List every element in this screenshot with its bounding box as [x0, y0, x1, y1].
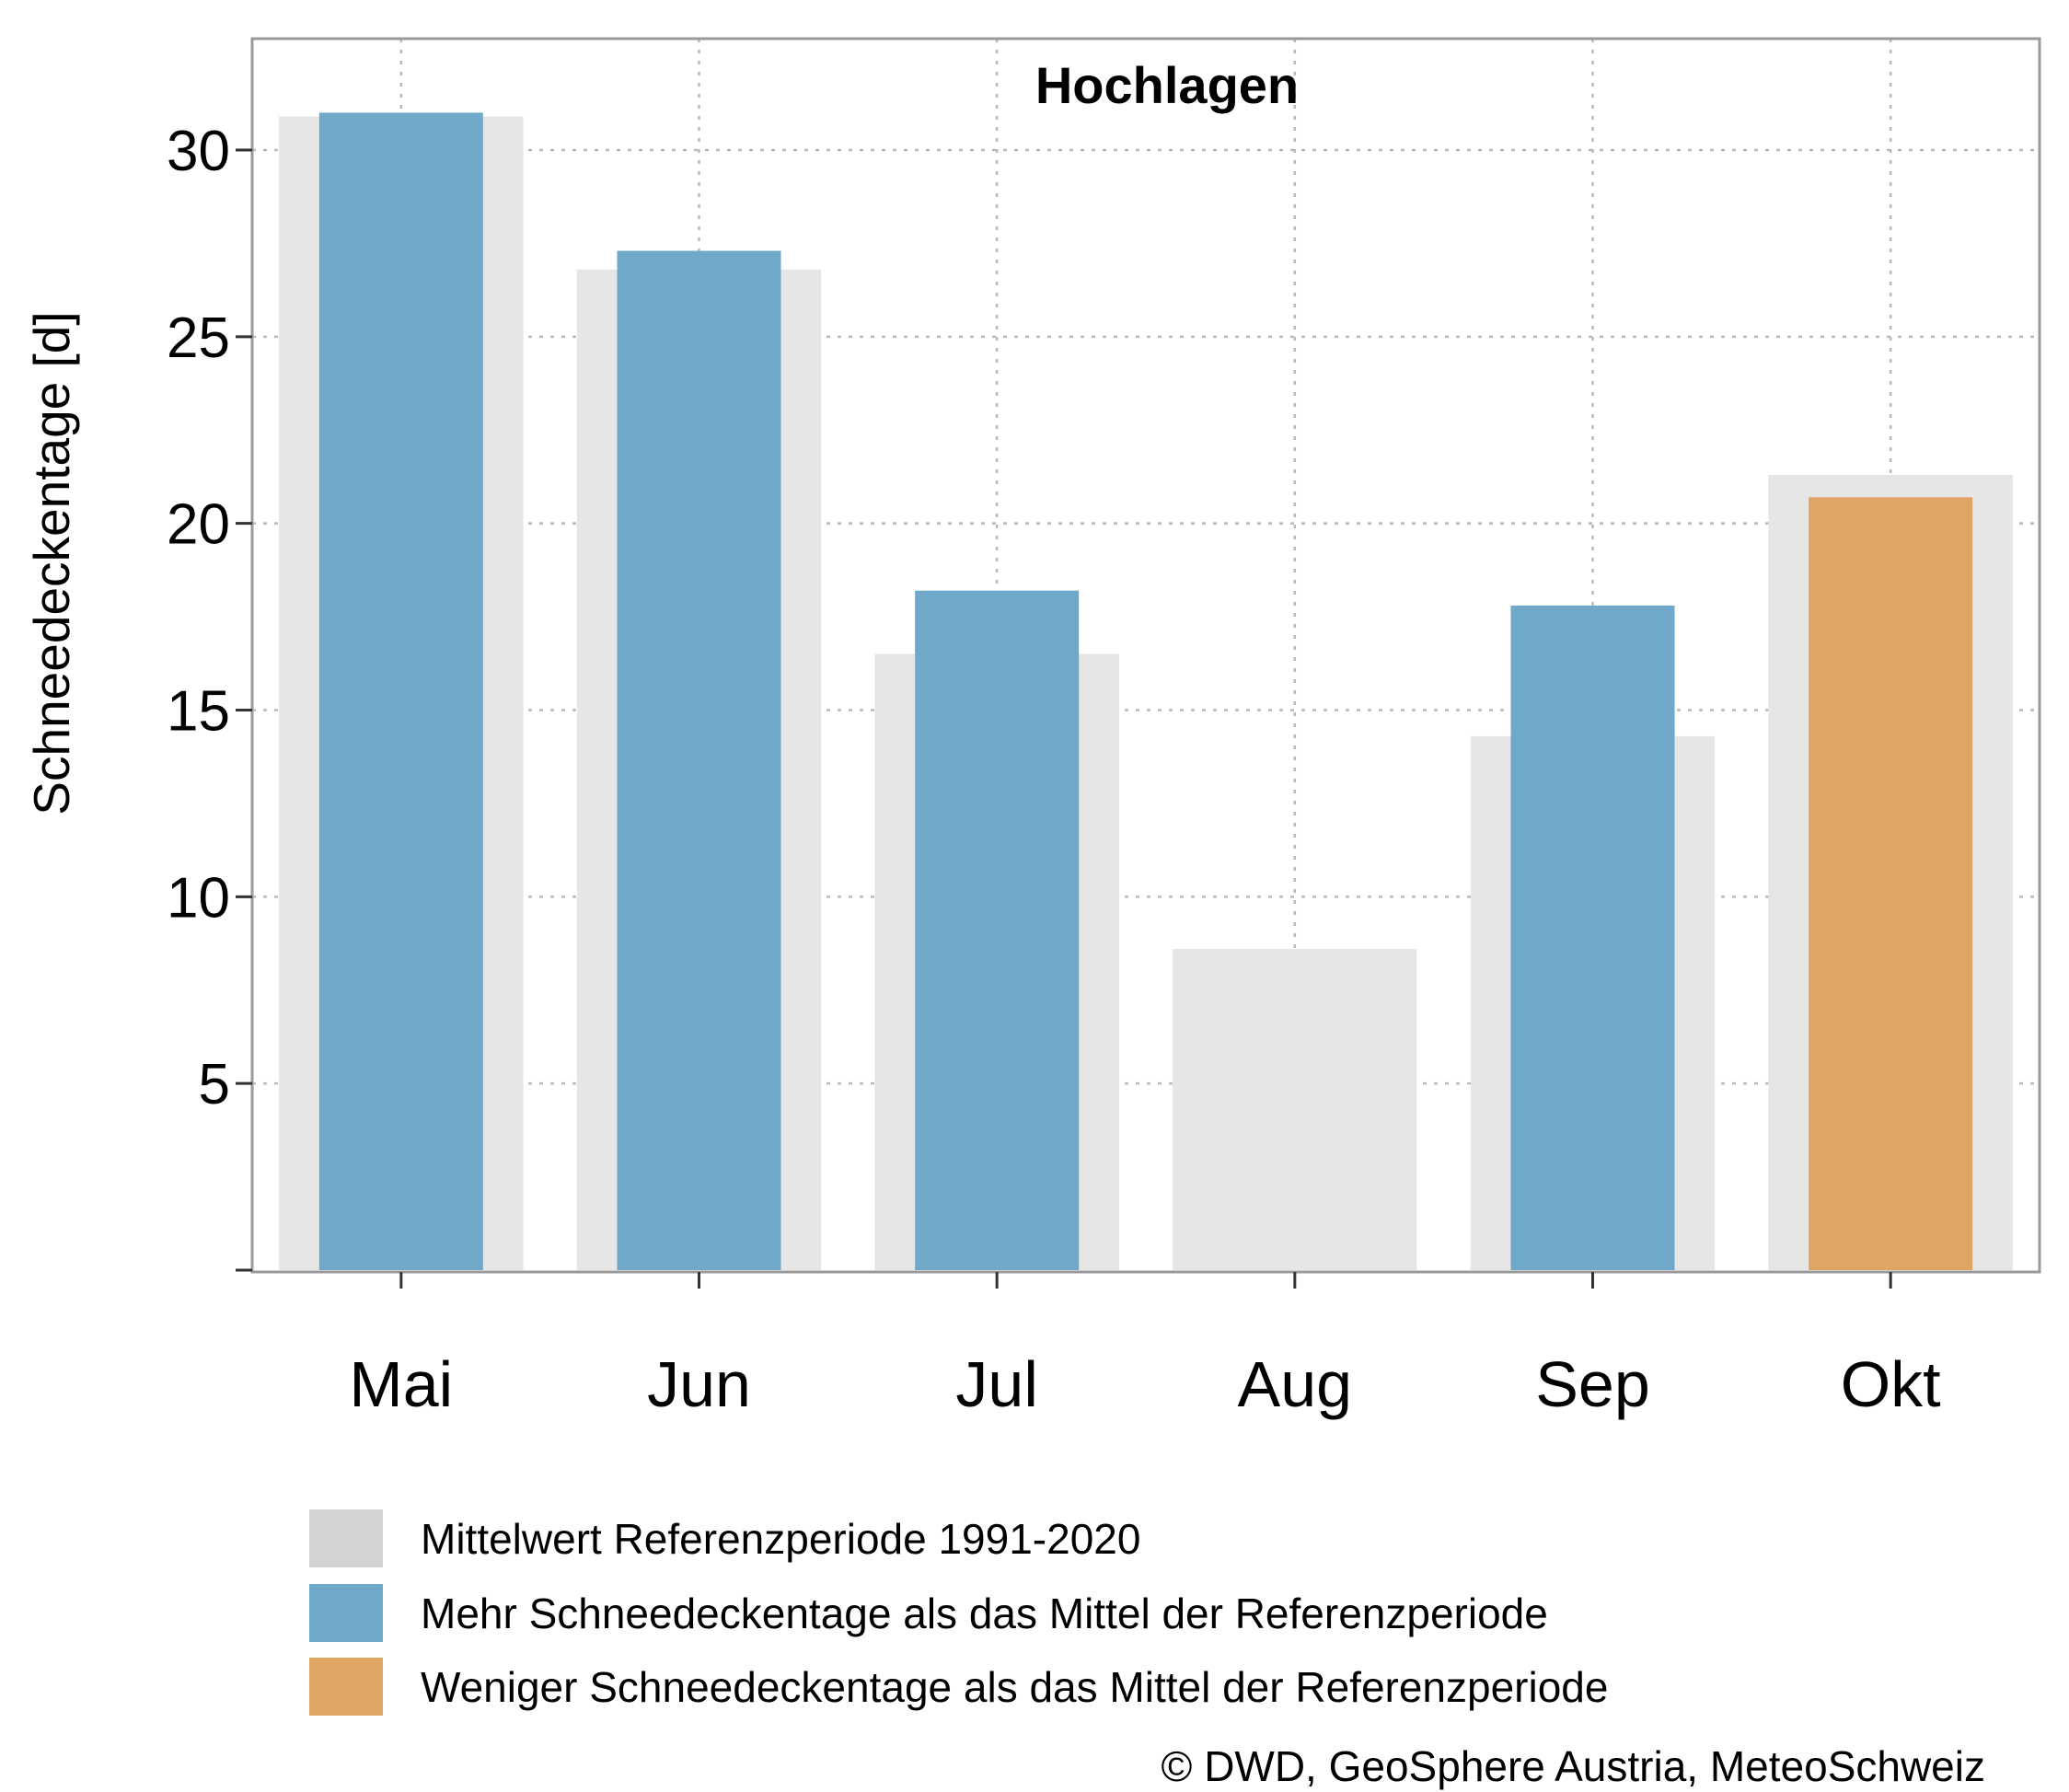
- value-bar-jun: [617, 250, 781, 1270]
- legend-swatch: [309, 1658, 383, 1716]
- y-tick-label: 20: [167, 493, 230, 557]
- legend-swatch: [309, 1584, 383, 1642]
- x-tick-label: Jun: [647, 1348, 751, 1420]
- legend-label: Mehr Schneedeckentage als das Mittel der…: [421, 1590, 1548, 1637]
- y-tick-label: 25: [167, 306, 230, 370]
- legend: Mittelwert Referenzperiode 1991-2020 Mehr…: [309, 1509, 1608, 1716]
- axes: 5 10 15 20 25 30 Mai Jun Jul Aug Sep Okt: [167, 120, 1941, 1420]
- chart-title: Hochlagen: [1035, 56, 1299, 114]
- legend-label: Weniger Schneedeckentage als das Mittel …: [421, 1663, 1608, 1711]
- legend-swatch: [309, 1509, 383, 1567]
- x-tick-label: Okt: [1841, 1348, 1941, 1420]
- x-tick-label: Sep: [1535, 1348, 1650, 1420]
- y-tick-label: 30: [167, 120, 230, 183]
- value-bar-jul: [915, 590, 1080, 1270]
- y-tick-label: 10: [167, 866, 230, 930]
- legend-label: Mittelwert Referenzperiode 1991-2020: [421, 1515, 1140, 1563]
- x-tick-label: Jul: [955, 1348, 1037, 1420]
- value-bar-okt: [1809, 497, 1973, 1270]
- x-tick-label: Mai: [349, 1348, 453, 1420]
- copyright-credit: © DWD, GeoSphere Austria, MeteoSchweiz: [1162, 1742, 1985, 1790]
- value-bar-sep: [1510, 605, 1675, 1270]
- x-tick-label: Aug: [1238, 1348, 1353, 1420]
- reference-bar-aug: [1173, 949, 1417, 1270]
- value-bar-mai: [318, 112, 483, 1270]
- y-tick-label: 15: [167, 680, 230, 744]
- y-axis-title: Schneedeckentage [d]: [23, 311, 80, 815]
- plot-border: [250, 37, 2041, 1274]
- y-tick-label: 5: [199, 1053, 230, 1116]
- bars: [279, 112, 2013, 1271]
